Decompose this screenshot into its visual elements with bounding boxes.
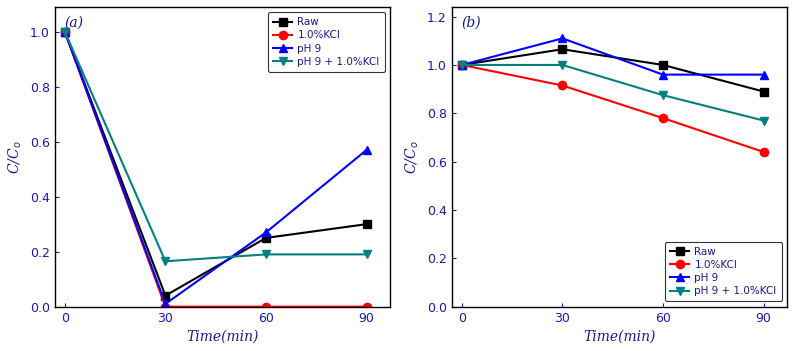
Raw <box>759 90 769 94</box>
X-axis label: Time(min): Time(min) <box>584 330 656 344</box>
X-axis label: Time(min): Time(min) <box>187 330 259 344</box>
Raw <box>160 293 170 298</box>
pH 9 + 1.0%KCl <box>557 63 567 67</box>
1.0%KCl <box>557 84 567 88</box>
Line: 1.0%KCl: 1.0%KCl <box>60 27 371 311</box>
Text: (b): (b) <box>462 16 481 30</box>
1.0%KCl <box>457 63 467 67</box>
pH 9 <box>60 29 70 34</box>
Y-axis label: C/C$_o$: C/C$_o$ <box>404 140 422 174</box>
pH 9 <box>160 302 170 306</box>
Raw <box>261 236 271 240</box>
1.0%KCl <box>362 305 372 309</box>
Line: pH 9: pH 9 <box>457 34 768 79</box>
pH 9 + 1.0%KCl <box>362 252 372 257</box>
pH 9 + 1.0%KCl <box>60 29 70 34</box>
pH 9 <box>658 73 668 77</box>
1.0%KCl <box>658 116 668 120</box>
pH 9 + 1.0%KCl <box>457 63 467 67</box>
pH 9 <box>557 36 567 40</box>
pH 9 + 1.0%KCl <box>658 93 668 97</box>
Raw <box>60 29 70 34</box>
Line: pH 9: pH 9 <box>60 27 371 308</box>
pH 9 + 1.0%KCl <box>160 259 170 263</box>
1.0%KCl <box>60 29 70 34</box>
Raw <box>362 222 372 226</box>
Raw <box>658 63 668 67</box>
pH 9 <box>457 63 467 67</box>
1.0%KCl <box>261 305 271 309</box>
pH 9 + 1.0%KCl <box>261 252 271 257</box>
Line: pH 9 + 1.0%KCl: pH 9 + 1.0%KCl <box>457 61 768 125</box>
Line: 1.0%KCl: 1.0%KCl <box>457 61 768 156</box>
Line: Raw: Raw <box>457 45 768 96</box>
pH 9 <box>362 148 372 152</box>
1.0%KCl <box>759 150 769 154</box>
Legend: Raw, 1.0%KCl, pH 9, pH 9 + 1.0%KCl: Raw, 1.0%KCl, pH 9, pH 9 + 1.0%KCl <box>665 241 782 302</box>
pH 9 <box>261 230 271 234</box>
Raw <box>457 63 467 67</box>
pH 9 <box>759 73 769 77</box>
Y-axis label: C/C$_o$: C/C$_o$ <box>7 140 25 174</box>
1.0%KCl <box>160 305 170 309</box>
pH 9 + 1.0%KCl <box>759 118 769 122</box>
Raw <box>557 47 567 51</box>
Line: pH 9 + 1.0%KCl: pH 9 + 1.0%KCl <box>60 27 371 265</box>
Line: Raw: Raw <box>60 27 371 300</box>
Legend: Raw, 1.0%KCl, pH 9, pH 9 + 1.0%KCl: Raw, 1.0%KCl, pH 9, pH 9 + 1.0%KCl <box>268 12 385 72</box>
Text: (a): (a) <box>65 16 84 30</box>
